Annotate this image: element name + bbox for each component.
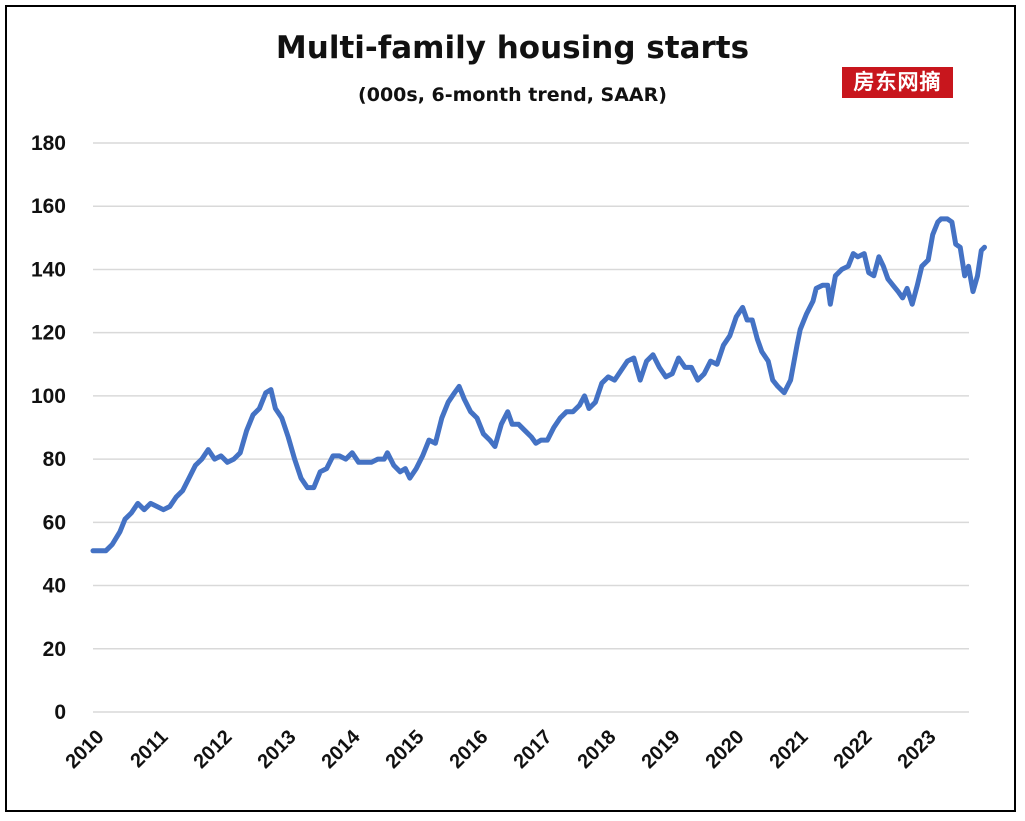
series-layer [90, 216, 987, 554]
x-tick-label: 2015 [382, 726, 429, 773]
x-tick-label: 2019 [638, 726, 685, 773]
x-tick-label: 2012 [190, 726, 237, 773]
chart-subtitle: (000s, 6-month trend, SAAR) [358, 84, 667, 106]
y-tick-label: 120 [31, 322, 66, 345]
x-tick-label: 2016 [446, 726, 493, 773]
y-tick-label: 180 [31, 132, 66, 155]
y-axis-ticks: 0 20 40 60 80 100 120 140 160 180 [31, 132, 66, 724]
x-tick-label: 2022 [830, 726, 877, 773]
x-tick-label: 2018 [574, 726, 621, 773]
x-tick-label: 2020 [702, 726, 749, 773]
chart-frame [5, 5, 1016, 812]
watermark-badge: 房东网摘 [842, 67, 953, 98]
x-tick-label: 2010 [62, 726, 109, 773]
x-tick-label: 2017 [510, 726, 557, 773]
y-tick-label: 100 [31, 385, 66, 408]
x-axis-ticks: 2010 2011 2012 2013 2014 2015 2016 2017 2018 2019… [62, 725, 941, 773]
x-tick-label: 2023 [894, 726, 941, 773]
y-tick-label: 160 [31, 195, 66, 218]
x-tick-label: 2021 [766, 726, 813, 773]
series-line-0 [90, 216, 987, 554]
x-tick-label: 2011 [126, 726, 172, 772]
x-tick-label: 2013 [254, 726, 301, 773]
y-tick-label: 60 [43, 511, 66, 534]
y-tick-label: 20 [43, 638, 66, 661]
y-tick-label: 140 [31, 258, 66, 281]
chart-title: Multi-family housing starts [275, 30, 750, 66]
gridlines [93, 142, 969, 713]
y-tick-label: 80 [43, 448, 66, 471]
y-tick-label: 40 [43, 575, 66, 598]
y-tick-label: 0 [54, 701, 66, 724]
x-tick-label: 2014 [318, 725, 366, 773]
